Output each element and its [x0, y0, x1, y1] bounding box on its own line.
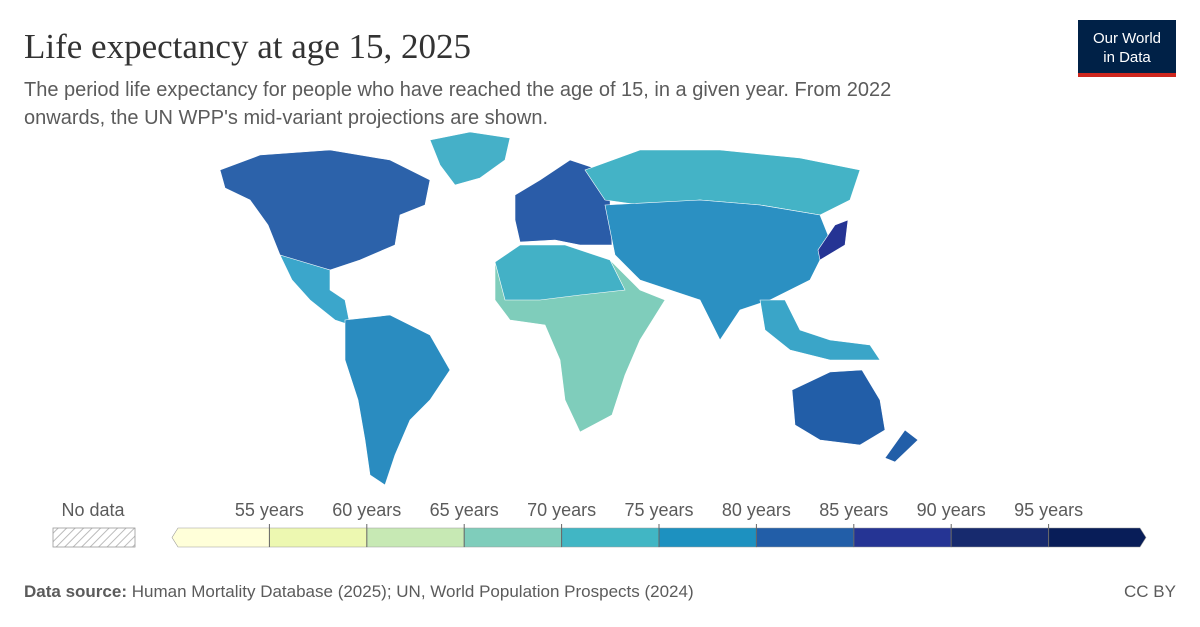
legend-swatch [463, 527, 562, 548]
logo-box [1078, 20, 1176, 75]
logo-text: Our World [1093, 30, 1161, 47]
legend-tick-label: 55 years [235, 500, 304, 520]
legend-swatch [658, 527, 757, 548]
logo-text: in Data [1103, 49, 1151, 66]
legend-swatch [366, 527, 465, 548]
source: Data source: Human Mortality Database (2… [24, 582, 694, 601]
legend-swatch [756, 527, 855, 548]
japan [817, 219, 849, 261]
license: CC BY [1124, 582, 1176, 601]
legend-tick-label: 60 years [332, 500, 401, 520]
legend-swatch [561, 527, 660, 548]
source-text: Human Mortality Database (2025); UN, Wor… [132, 582, 694, 601]
legend-tick-label: 80 years [722, 500, 791, 520]
legend-tick-label: 95 years [1014, 500, 1083, 520]
europe [514, 159, 613, 246]
new-zealand [884, 429, 919, 463]
south-america [344, 314, 451, 486]
legend-tick-label: 90 years [917, 500, 986, 520]
legend-swatch [1048, 527, 1147, 548]
legend-swatch [950, 527, 1049, 548]
north-africa [494, 244, 626, 301]
no-data-swatch [52, 527, 136, 548]
legend-swatch [853, 527, 952, 548]
asia [604, 199, 831, 341]
legend: 55 years 60 years 65 years 70 years 75 years… [171, 500, 1147, 548]
subtitle: onwards, the UN WPP's mid-variant projec… [24, 107, 548, 129]
no-data-label: No data [61, 500, 125, 520]
world-map [219, 131, 919, 486]
legend-swatch [171, 527, 270, 548]
legend-swatch [269, 527, 368, 548]
subtitle: The period life expectancy for people wh… [24, 79, 891, 101]
title: Life expectancy at age 15, 2025 [24, 27, 471, 66]
north-america [219, 149, 431, 271]
legend-tick-label: 85 years [819, 500, 888, 520]
southeast-asia [759, 299, 881, 361]
legend-tick-label: 65 years [430, 500, 499, 520]
greenland [429, 131, 511, 186]
logo[interactable]: Our World in Data [1078, 20, 1176, 77]
legend-tick-label: 70 years [527, 500, 596, 520]
source-label: Data source: [24, 582, 127, 601]
australia [791, 369, 886, 446]
logo-bar [1078, 73, 1176, 77]
legend-tick-label: 75 years [624, 500, 693, 520]
